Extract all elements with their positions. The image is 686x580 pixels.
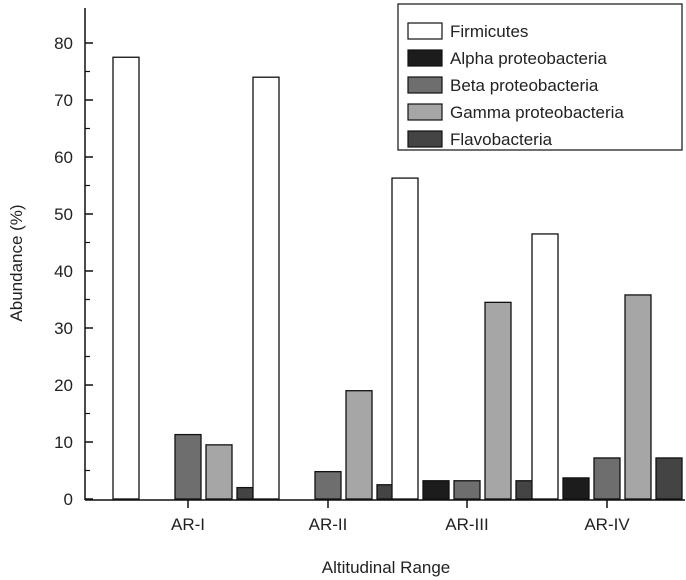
x-tick-label: AR-III — [445, 515, 488, 534]
bar — [252, 76, 280, 500]
legend-swatch — [407, 22, 443, 40]
ticks-layer: 0 10 20 30 40 50 60 70 80 AR-I AR-II AR-III AR-IV — [54, 34, 630, 534]
y-tick-label: 30 — [54, 319, 73, 338]
legend-swatch — [407, 76, 443, 94]
bar — [562, 477, 590, 500]
bar — [422, 480, 450, 500]
legend-frame — [397, 3, 683, 151]
x-tick-label: AR-II — [309, 515, 348, 534]
bar — [531, 233, 559, 500]
legend-swatch — [407, 130, 443, 148]
legend-label: Beta proteobacteria — [450, 76, 599, 95]
legend-label: Firmicutes — [450, 22, 528, 41]
y-tick-label: 50 — [54, 205, 73, 224]
x-tick-label: AR-I — [171, 515, 205, 534]
bar — [314, 470, 342, 500]
y-tick-label: 0 — [64, 490, 73, 509]
legend-label: Alpha proteobacteria — [450, 49, 607, 68]
bar — [174, 433, 202, 500]
bar — [453, 480, 481, 500]
bar — [593, 457, 621, 500]
bar — [205, 444, 233, 500]
y-tick-label: 80 — [54, 34, 73, 53]
legend-swatch — [407, 103, 443, 121]
x-axis-title: Altitudinal Range — [322, 558, 451, 577]
legend: Firmicutes Alpha proteobacteria Beta prote… — [397, 3, 683, 151]
y-axis-title: Abundance (%) — [7, 204, 26, 321]
legend-label: Flavobacteria — [450, 130, 553, 149]
y-tick-label: 70 — [54, 91, 73, 110]
x-tick-label: AR-IV — [584, 515, 630, 534]
y-tick-label: 40 — [54, 262, 73, 281]
y-tick-label: 10 — [54, 433, 73, 452]
y-tick-label: 20 — [54, 376, 73, 395]
bar — [112, 56, 140, 500]
bar — [391, 177, 419, 500]
legend-label: Gamma proteobacteria — [450, 103, 624, 122]
bar — [345, 390, 373, 500]
bar — [655, 457, 683, 500]
bar — [624, 294, 652, 500]
axes-layer — [84, 8, 685, 501]
bars-layer — [112, 56, 683, 500]
y-tick-label: 60 — [54, 148, 73, 167]
bar — [484, 301, 512, 500]
legend-swatch — [407, 49, 443, 67]
